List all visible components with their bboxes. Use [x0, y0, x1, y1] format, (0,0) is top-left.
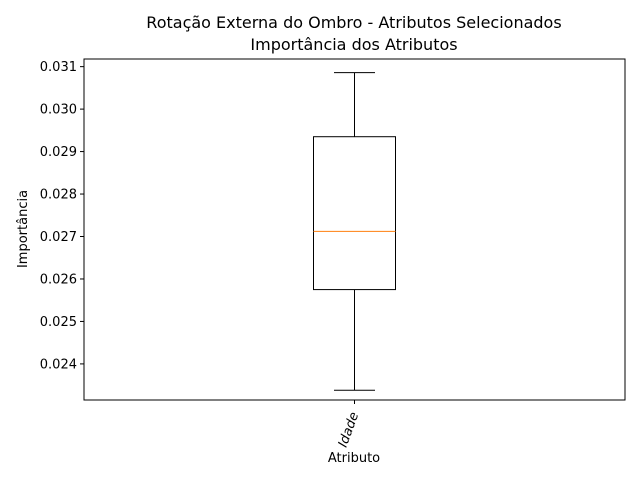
y-tick-label: 0.031 — [40, 60, 77, 75]
y-tick-label: 0.028 — [40, 188, 77, 203]
y-tick-label: 0.029 — [40, 145, 77, 160]
y-tick-label: 0.030 — [40, 103, 77, 118]
x-axis-label: Atributo — [328, 451, 380, 466]
iqr-box — [313, 136, 396, 291]
y-axis-label: Importância — [16, 190, 31, 268]
box-plot-series — [313, 72, 396, 391]
y-axis: 0.024 0.025 0.026 0.027 0.028 0.029 0.030 0.031 — [40, 60, 84, 372]
x-axis: Idade — [336, 400, 363, 449]
y-tick-label: 0.026 — [40, 272, 77, 287]
chart-subtitle: Importância dos Atributos — [250, 35, 457, 54]
y-tick-label: 0.027 — [40, 230, 77, 245]
x-tick-label: Idade — [336, 410, 363, 449]
y-tick-label: 0.025 — [40, 315, 77, 330]
chart-title: Rotação Externa do Ombro - Atributos Sel… — [146, 13, 561, 32]
y-tick-label: 0.024 — [40, 357, 77, 372]
